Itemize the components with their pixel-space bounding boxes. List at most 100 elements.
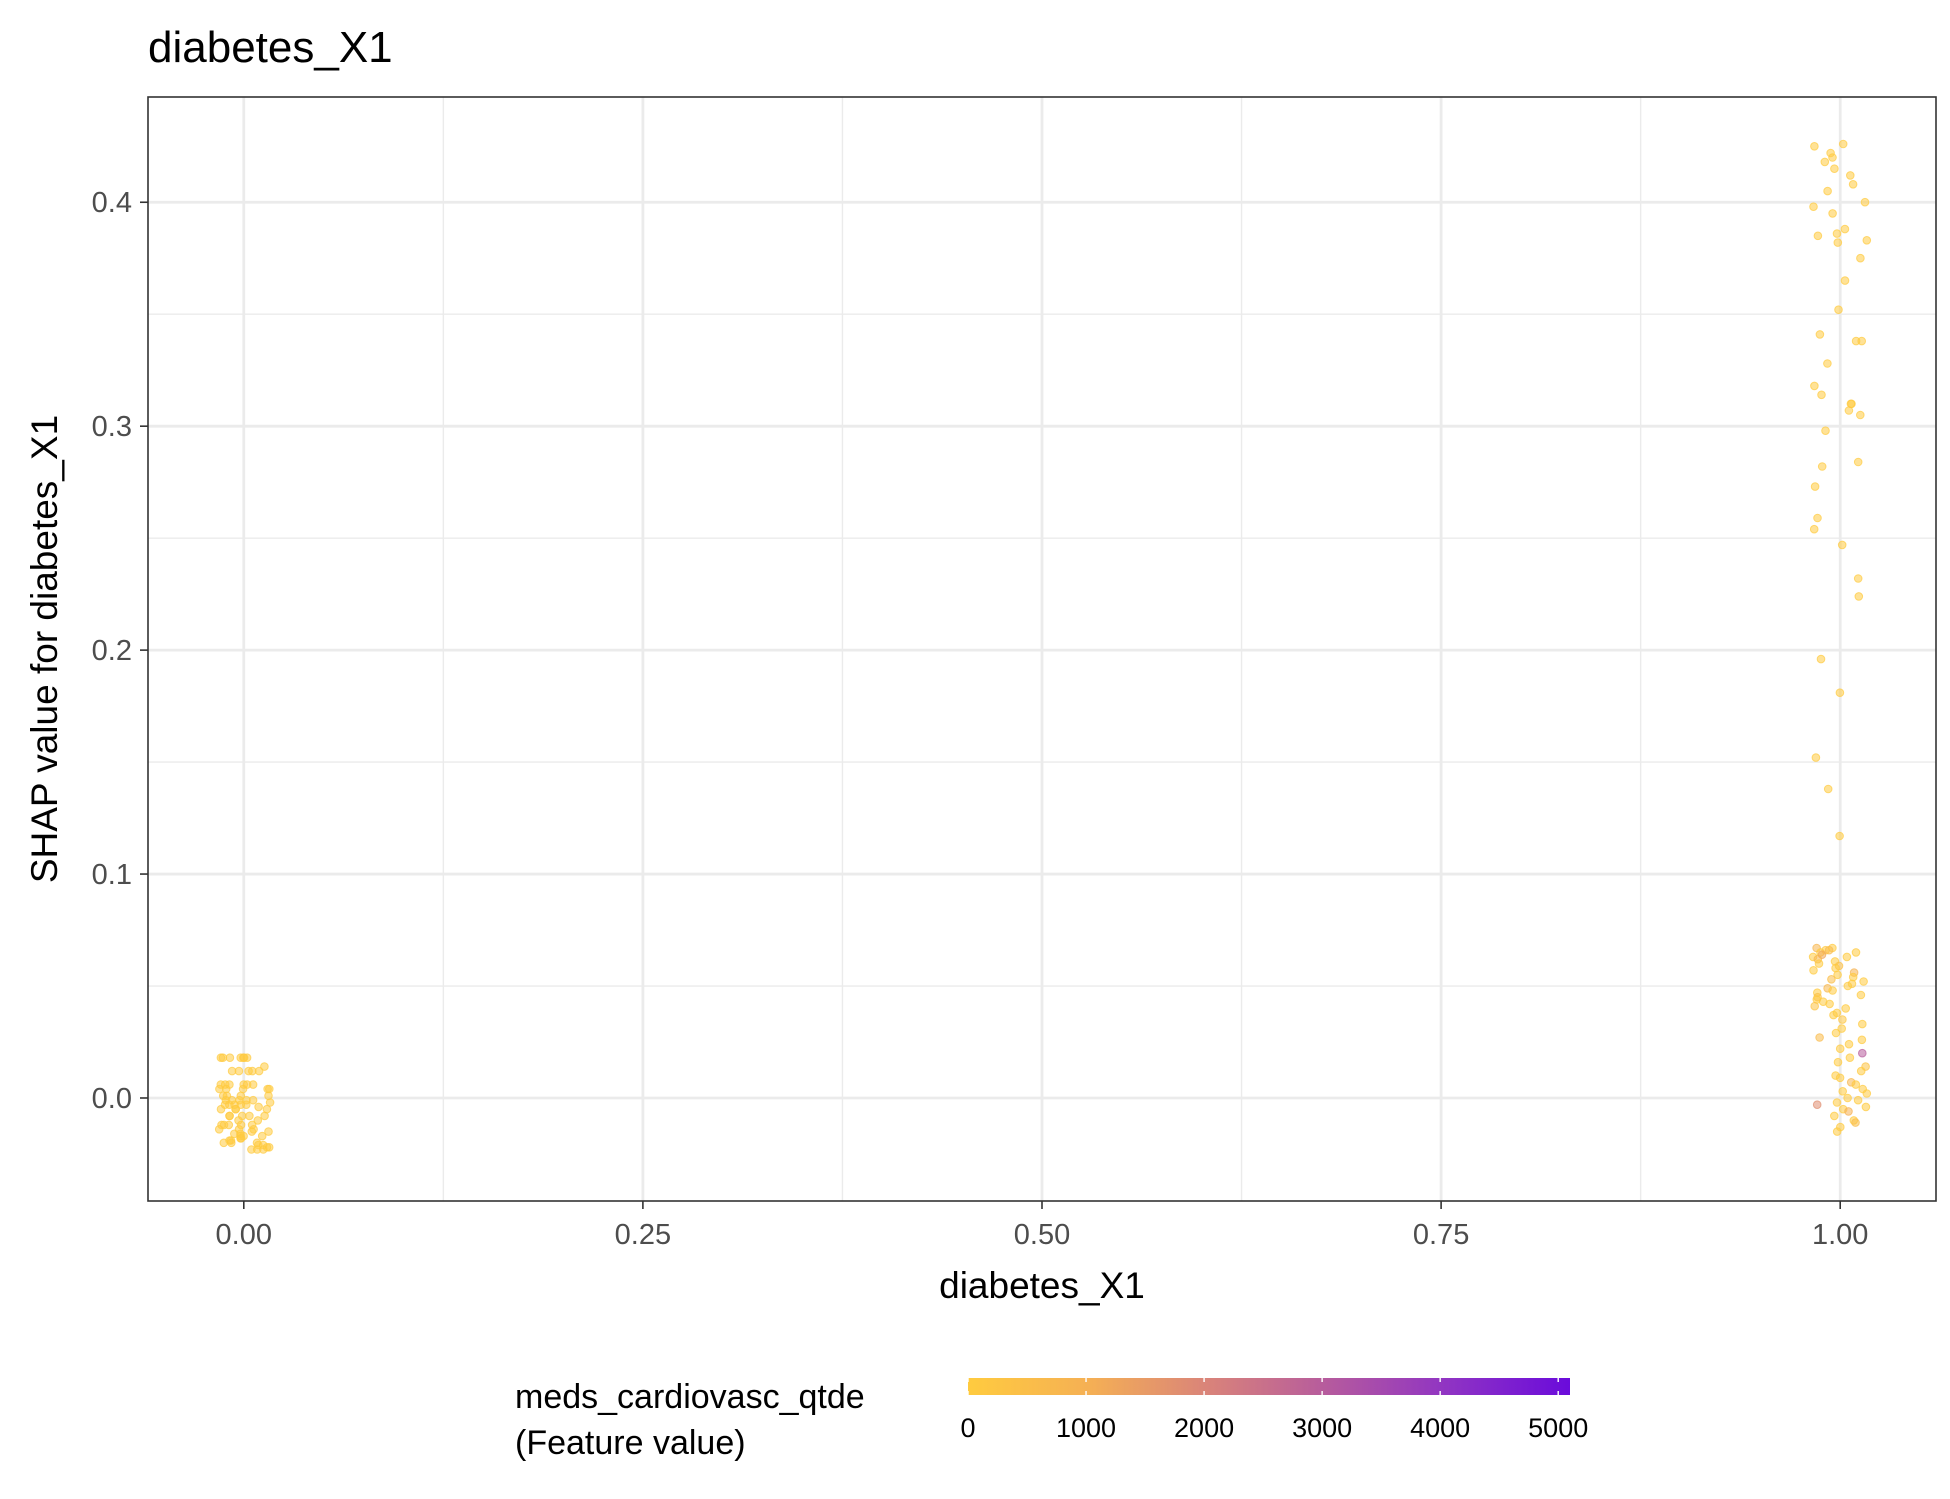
x-tick-label: 0.50: [1014, 1219, 1070, 1251]
data-point: [1821, 426, 1830, 436]
data-point: [253, 1116, 263, 1125]
data-point: [1832, 1098, 1842, 1107]
chart-title: diabetes_X1: [148, 23, 393, 72]
y-tick-label: 0.4: [92, 187, 132, 219]
data-point: [225, 1111, 234, 1121]
data-point: [1844, 1039, 1854, 1049]
data-point: [215, 1084, 224, 1094]
data-point: [1832, 1127, 1842, 1136]
y-tick-label: 0.1: [92, 859, 132, 891]
data-point: [1838, 139, 1848, 149]
data-point: [260, 1111, 269, 1121]
data-point: [1817, 390, 1826, 400]
y-tick-label: 0.3: [92, 411, 132, 443]
data-point: [1838, 1015, 1847, 1024]
x-axis-title: diabetes_X1: [939, 1265, 1145, 1306]
x-axis-ticks: 0.00 0.25 0.50 0.75 1.00: [216, 1201, 1868, 1251]
data-point: [264, 1127, 273, 1136]
data-point: [1843, 981, 1853, 991]
x-tick-label: 0.75: [1413, 1219, 1469, 1251]
data-point: [1856, 253, 1865, 263]
legend-title-line-2: (Feature value): [515, 1424, 746, 1462]
data-point: [231, 1104, 240, 1114]
data-point: [1828, 209, 1837, 218]
data-point: [1853, 1095, 1863, 1105]
data-point: [1857, 336, 1866, 346]
data-point: [1860, 197, 1870, 207]
data-point: [225, 1053, 235, 1062]
data-point: [1810, 482, 1820, 491]
data-point: [248, 1066, 257, 1076]
data-point: [1833, 1057, 1843, 1067]
data-point: [1824, 945, 1834, 955]
data-point: [1837, 540, 1847, 550]
data-point: [1851, 948, 1861, 957]
data-point: [1823, 186, 1832, 196]
legend-tick-label: 2000: [1174, 1413, 1234, 1443]
data-point: [216, 1104, 226, 1114]
data-point: [1851, 1118, 1860, 1127]
data-point: [1830, 164, 1839, 173]
legend-tick-label: 1000: [1056, 1413, 1116, 1443]
data-point: [1845, 1053, 1855, 1062]
x-tick-label: 0.25: [615, 1219, 671, 1251]
data-point: [1815, 1033, 1824, 1042]
data-point: [1827, 975, 1836, 984]
grid-major: [148, 97, 1936, 1201]
data-point: [1841, 1004, 1850, 1013]
data-point: [1809, 202, 1818, 211]
data-point: [1844, 1107, 1853, 1116]
data-point: [1856, 1066, 1866, 1076]
data-point: [1858, 1048, 1867, 1058]
data-point: [1810, 142, 1819, 151]
data-point: [1830, 1111, 1839, 1121]
legend-tick-label: 0: [960, 1413, 975, 1443]
data-point: [1854, 592, 1864, 601]
data-point: [245, 1111, 254, 1121]
data-point: [1862, 1089, 1872, 1098]
data-point: [1835, 1073, 1845, 1083]
data-point: [236, 1134, 245, 1143]
color-legend: meds_cardiovasc_qtde (Feature value) 0 10…: [515, 1378, 1588, 1462]
legend-tick-label: 4000: [1410, 1413, 1470, 1443]
data-point: [1828, 153, 1837, 162]
data-point: [1832, 229, 1842, 238]
data-point: [1840, 276, 1850, 285]
data-point: [1853, 574, 1863, 583]
data-point: [1834, 305, 1843, 315]
data-point: [1835, 1044, 1845, 1053]
data-point: [214, 1125, 224, 1134]
data-point: [1851, 1080, 1861, 1089]
y-tick-label: 0.2: [92, 635, 132, 667]
data-point: [1856, 410, 1865, 420]
legend-colorbar: [968, 1378, 1570, 1395]
data-point: [1823, 359, 1832, 368]
data-point: [242, 1100, 251, 1109]
legend-title-line-1: meds_cardiovasc_qtde: [515, 1378, 865, 1416]
data-point: [227, 1066, 237, 1076]
data-point: [257, 1131, 267, 1141]
data-point: [1846, 171, 1855, 180]
data-points: [214, 139, 1872, 1154]
data-point: [1828, 986, 1837, 995]
data-point: [254, 1102, 263, 1112]
y-axis-ticks: 0.0 0.1 0.2 0.3 0.4: [92, 187, 148, 1115]
data-point: [1810, 1001, 1819, 1011]
data-point: [1861, 1102, 1871, 1112]
data-point: [216, 1053, 226, 1062]
data-point: [1812, 1100, 1822, 1109]
x-tick-label: 0.00: [216, 1219, 272, 1251]
data-point: [1816, 654, 1826, 664]
data-point: [1820, 157, 1830, 167]
data-point: [1843, 1093, 1852, 1103]
data-point: [1856, 990, 1866, 1000]
data-point: [247, 1127, 257, 1136]
legend-tick-label: 5000: [1528, 1413, 1588, 1443]
y-tick-label: 0.0: [92, 1083, 132, 1115]
data-point: [1817, 462, 1827, 471]
data-point: [1809, 524, 1819, 534]
data-point: [1853, 457, 1863, 467]
data-point: [248, 1095, 258, 1105]
legend-tick-label: 3000: [1292, 1413, 1352, 1443]
